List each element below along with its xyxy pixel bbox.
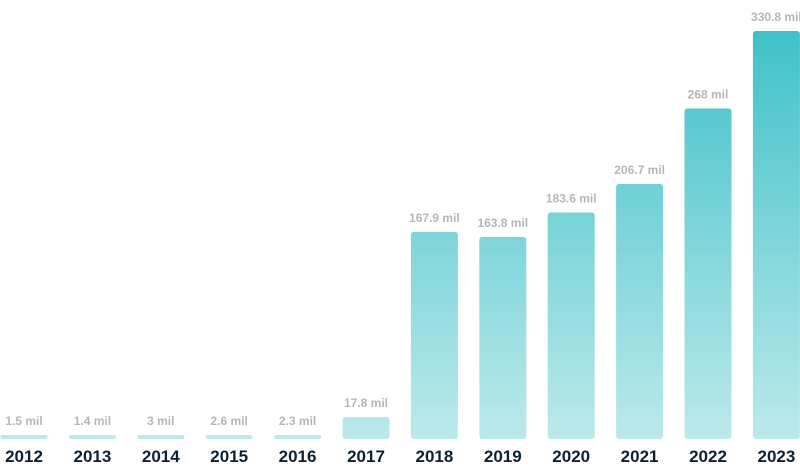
year-labels-layer: 2012 2013 2014 2015 2016 2017 2018 2019 2020 2021… [5,447,795,466]
value-label-2016: 2.3 mil [279,414,316,428]
value-label-2014: 3 mil [147,414,174,428]
x-tick-label-2012: 2012 [5,447,43,466]
value-label-2013: 1.4 mil [74,414,111,428]
bar-2017 [342,417,390,439]
x-tick-label-2020: 2020 [552,447,590,466]
value-labels-layer: 1.5 mil 1.4 mil 3 mil 2.6 mil 2.3 mil 17.8 mi… [5,10,800,428]
x-tick-label-2019: 2019 [484,447,522,466]
bar-2014 [137,435,185,439]
x-tick-label-2016: 2016 [279,447,317,466]
bar-2023 [752,31,800,439]
bars-layer [0,31,800,440]
value-label-2023: 330.8 mil [751,10,800,24]
bar-2020 [547,212,595,439]
value-label-2018: 167.9 mil [409,211,460,225]
value-label-2019: 163.8 mil [477,216,528,230]
bar-2013 [68,435,116,439]
x-tick-label-2021: 2021 [621,447,659,466]
bar-2016 [274,435,322,439]
value-label-2012: 1.5 mil [5,414,42,428]
bar-2019 [479,236,527,439]
bar-2018 [410,231,458,439]
value-label-2021: 206.7 mil [614,163,665,177]
x-tick-label-2023: 2023 [757,447,795,466]
bar-2015 [205,435,253,439]
value-label-2022: 268 mil [688,87,729,101]
x-tick-label-2022: 2022 [689,447,727,466]
value-label-2017: 17.8 mil [344,396,388,410]
value-label-2015: 2.6 mil [211,414,248,428]
x-tick-label-2014: 2014 [142,447,180,466]
bar-2022 [684,108,732,440]
x-tick-label-2013: 2013 [73,447,111,466]
bar-2021 [616,184,664,439]
value-label-2020: 183.6 mil [546,192,597,206]
x-tick-label-2017: 2017 [347,447,385,466]
bar-2012 [0,435,48,439]
x-tick-label-2018: 2018 [415,447,453,466]
x-tick-label-2015: 2015 [210,447,248,466]
